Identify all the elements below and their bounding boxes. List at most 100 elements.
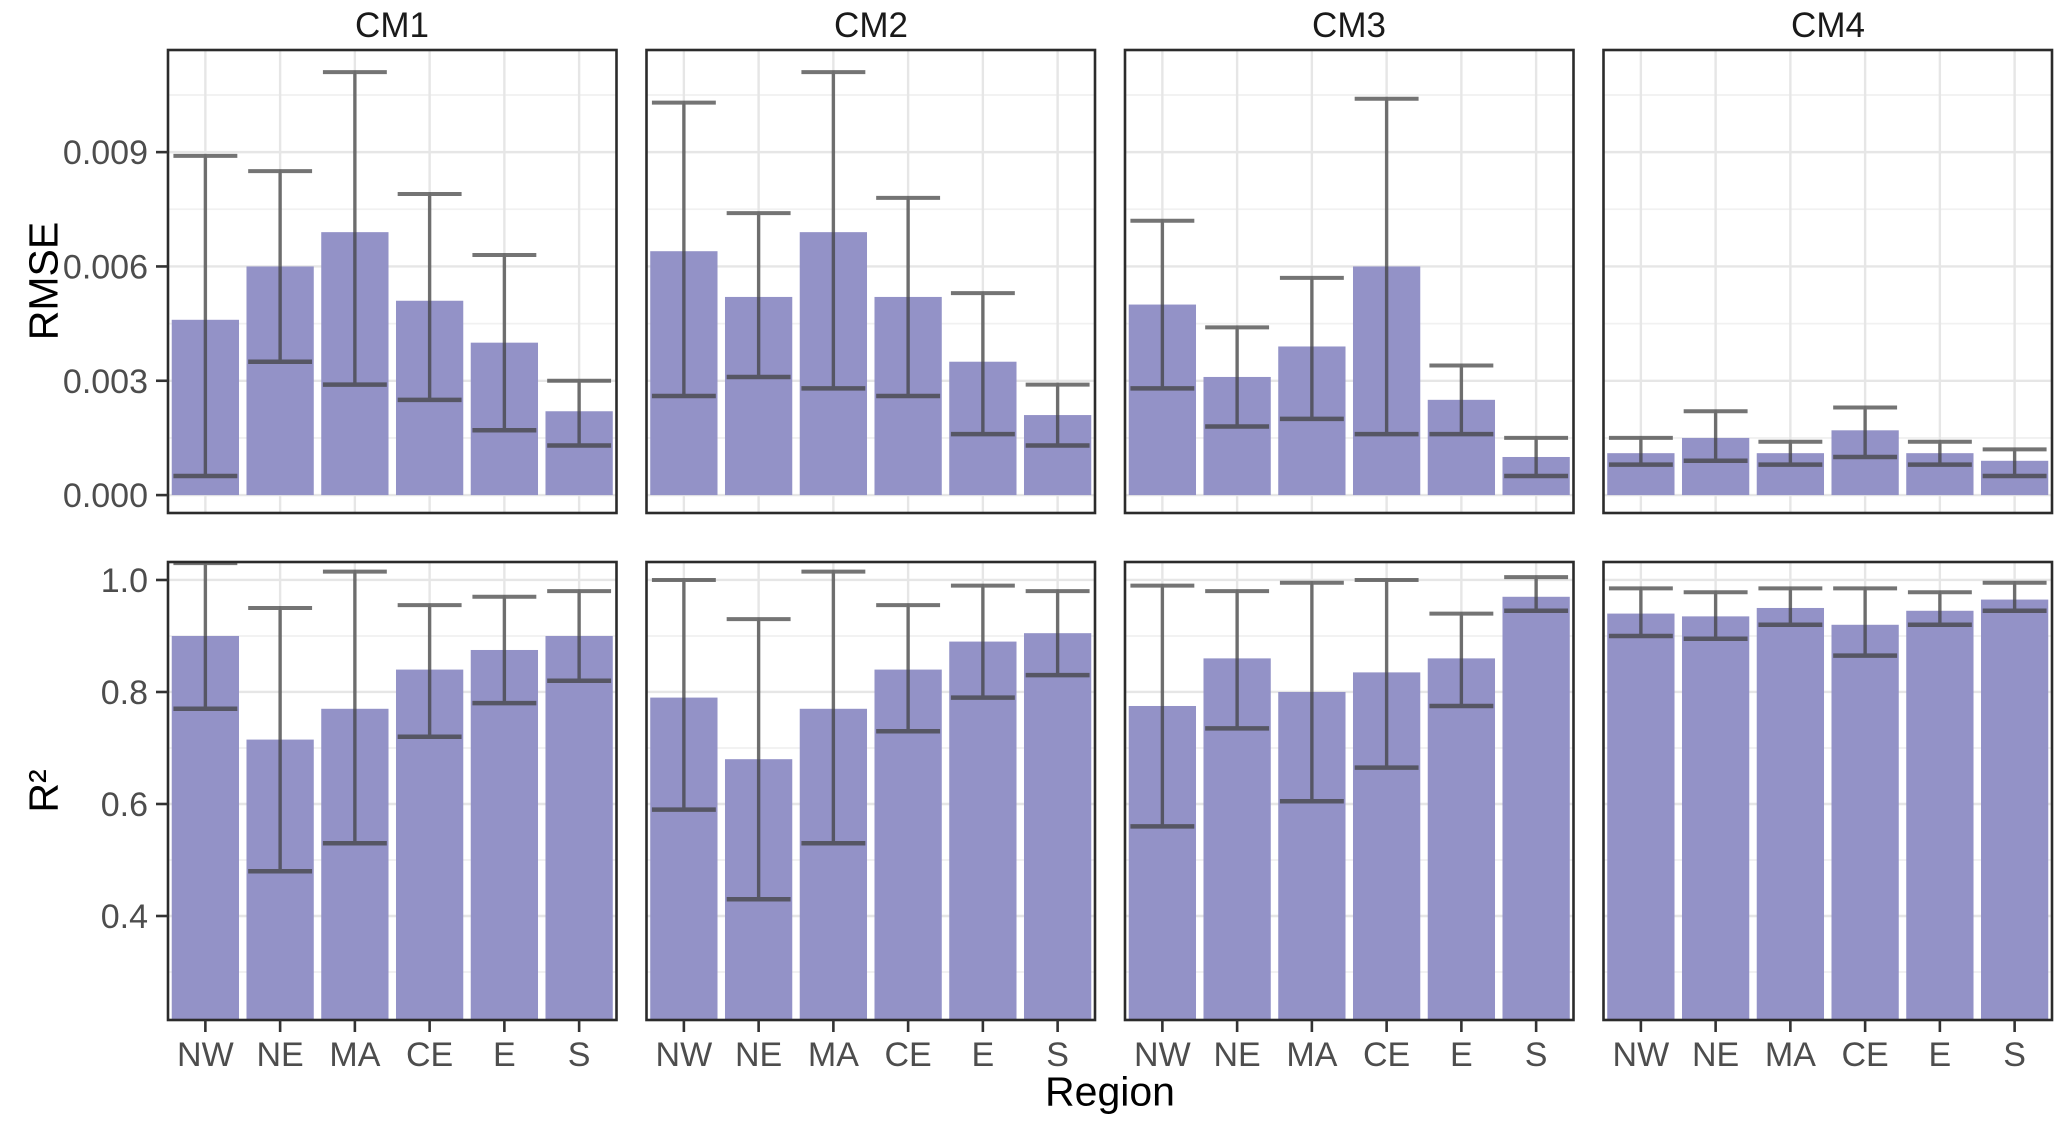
bar-CM3-R2-E [1427, 658, 1496, 1020]
errorbar-CM3-RMSE-E [1429, 363, 1494, 437]
errorbar-CM3-RMSE-NE [1205, 325, 1270, 429]
y-tick-label-R2-0.8: 0.8 [101, 674, 148, 712]
errorbar-CM4-R2-MA [1758, 586, 1823, 628]
x-tick-label-CM4-MA: MA [1765, 1036, 1816, 1074]
y-tick-label-R2-0.6: 0.6 [101, 786, 148, 824]
x-tick-label-CM2-NW: NW [656, 1036, 713, 1074]
panel-border [645, 48, 1097, 515]
errorbar-CM3-RMSE-CE [1354, 96, 1419, 437]
bar-CM1-R2-E [470, 649, 539, 1020]
errorbar-CM4-RMSE-MA [1758, 439, 1823, 467]
y-tick-label-RMSE-0.003: 0.003 [63, 363, 148, 401]
x-tick-label-CM2-MA: MA [808, 1036, 859, 1074]
errorbar-CM3-R2-S [1504, 575, 1569, 614]
x-axis-title: Region [1045, 1068, 1175, 1115]
panel-border [166, 48, 618, 515]
facet-strip-cm4: CM4 [1791, 6, 1865, 45]
errorbar-CM4-R2-E [1907, 590, 1972, 628]
errorbar-CM4-RMSE-NW [1608, 435, 1673, 467]
panel-CM1-RMSE [166, 48, 618, 515]
bar-CM2-R2-E [949, 641, 1017, 1020]
x-tick-label-CM1-NW: NW [177, 1036, 234, 1074]
panel-CM4-RMSE [1602, 48, 2054, 515]
errorbar-CM3-RMSE-MA [1279, 275, 1344, 422]
errorbar-CM1-R2-MA [322, 569, 387, 846]
errorbar-CM4-RMSE-CE [1833, 405, 1898, 460]
errorbar-CM3-RMSE-NW [1130, 218, 1195, 391]
panel-CM2-R2 [645, 560, 1097, 1022]
errorbar-CM2-R2-MA [801, 569, 866, 846]
facet-strip-cm3: CM3 [1312, 6, 1386, 45]
panel-CM2-RMSE [645, 48, 1097, 515]
x-tick-label-CM1-NE: NE [257, 1036, 304, 1074]
y-tick-label-R2-1.0: 1.0 [101, 562, 148, 600]
x-tick-label-CM2-NE: NE [735, 1036, 782, 1074]
errorbar-CM2-R2-S [1025, 589, 1090, 678]
errorbar-CM1-R2-E [472, 594, 537, 706]
x-tick-label-CM4-E: E [1929, 1036, 1952, 1074]
errorbar-CM1-RMSE-CE [397, 192, 462, 403]
errorbar-CM2-RMSE-NW [651, 100, 716, 399]
bar-CM4-R2-S [1980, 599, 2049, 1020]
errorbar-CM2-RMSE-CE [876, 195, 941, 399]
errorbar-CM1-RMSE-NE [248, 169, 313, 364]
y-tick-label-RMSE-0.009: 0.009 [63, 134, 148, 172]
errorbar-CM2-RMSE-E [950, 291, 1015, 437]
bar-CM4-R2-E [1906, 610, 1974, 1020]
errorbar-CM2-R2-NE [726, 617, 791, 902]
errorbar-CM4-R2-CE [1833, 586, 1898, 658]
errorbar-CM1-R2-CE [397, 603, 462, 740]
errorbar-CM4-R2-NE [1683, 590, 1748, 642]
x-tick-label-CM4-CE: CE [1842, 1036, 1889, 1074]
panel-CM1-R2 [166, 560, 618, 1022]
x-tick-label-CM1-MA: MA [329, 1036, 380, 1074]
bar-CM1-R2-S [545, 635, 613, 1020]
errorbar-CM1-RMSE-NW [173, 153, 238, 479]
x-tick-label-CM1-S: S [568, 1036, 591, 1074]
x-tick-label-CM2-E: E [972, 1036, 995, 1074]
bar-CM4-R2-NW [1607, 613, 1675, 1020]
y-tick-label-RMSE-0.006: 0.006 [63, 248, 148, 286]
bar-CM4-R2-MA [1756, 607, 1825, 1020]
errorbar-CM4-R2-NW [1608, 586, 1673, 639]
panel-border [1602, 48, 2054, 515]
x-tick-label-CM1-E: E [493, 1036, 516, 1074]
errorbar-CM1-RMSE-MA [322, 70, 387, 387]
y-tick-label-RMSE-0.000: 0.000 [63, 477, 148, 515]
x-tick-label-CM3-S: S [1525, 1036, 1548, 1074]
errorbar-CM2-RMSE-NE [726, 211, 791, 380]
x-tick-label-CM3-NE: NE [1214, 1036, 1261, 1074]
y-axis-title-r2: R² [20, 769, 67, 813]
x-tick-label-CM3-NW: NW [1134, 1036, 1191, 1074]
errorbar-CM2-R2-CE [876, 603, 941, 734]
facet-strip-cm2: CM2 [834, 6, 908, 45]
panel-CM3-RMSE [1123, 48, 1575, 515]
panel-CM4-R2 [1602, 560, 2054, 1022]
errorbar-CM4-RMSE-NE [1683, 409, 1748, 464]
panel-border [1123, 48, 1575, 515]
x-tick-label-CM3-CE: CE [1363, 1036, 1410, 1074]
bar-CM4-R2-NE [1681, 616, 1750, 1020]
x-tick-label-CM2-CE: CE [885, 1036, 932, 1074]
errorbar-CM4-R2-S [1982, 580, 2047, 614]
x-tick-label-CM1-CE: CE [406, 1036, 453, 1074]
y-axis-title-rmse: RMSE [20, 221, 67, 341]
panel-border [1602, 560, 2054, 1022]
errorbar-CM3-RMSE-S [1504, 435, 1569, 479]
x-tick-label-CM2-S: S [1046, 1036, 1069, 1074]
errorbar-CM2-RMSE-MA [801, 70, 866, 391]
x-tick-label-CM3-MA: MA [1286, 1036, 1337, 1074]
x-tick-label-CM4-NE: NE [1692, 1036, 1739, 1074]
errorbar-CM4-RMSE-E [1907, 439, 1972, 467]
panel-CM3-R2 [1123, 560, 1575, 1022]
bar-CM4-R2-CE [1831, 624, 1899, 1020]
x-tick-label-CM4-NW: NW [1613, 1036, 1670, 1074]
errorbar-CM1-RMSE-E [472, 253, 537, 433]
panel-border [645, 560, 1097, 1022]
errorbar-CM3-R2-CE [1354, 577, 1419, 770]
panel-border [1123, 560, 1575, 1022]
errorbar-CM4-RMSE-S [1982, 447, 2047, 479]
y-tick-label-R2-0.4: 0.4 [101, 898, 148, 936]
errorbar-CM1-RMSE-S [547, 378, 612, 448]
